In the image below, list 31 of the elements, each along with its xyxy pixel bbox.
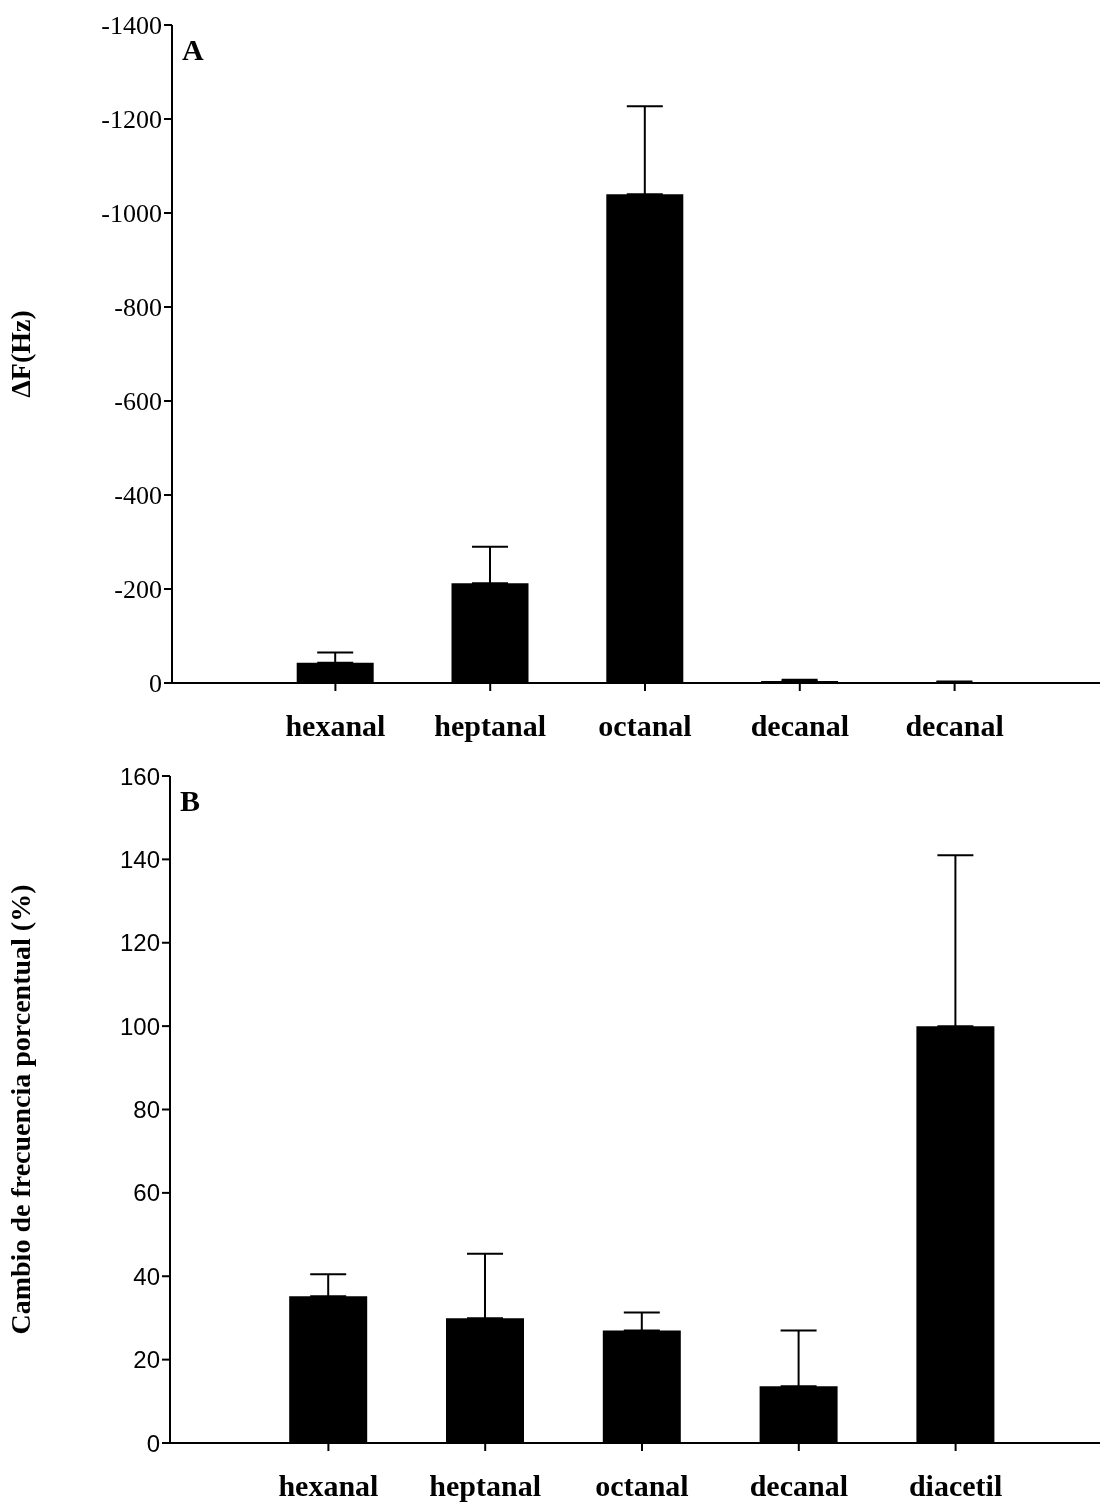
y-axis-title: Cambio de frecuencia porcentual (%) <box>4 884 36 1335</box>
y-tick-label: 140 <box>119 845 160 873</box>
x-tick-label: decanal <box>749 1469 848 1503</box>
x-tick-label: decanal <box>750 709 849 743</box>
y-tick-label: -200 <box>114 575 162 605</box>
y-tick-label: 20 <box>133 1346 160 1374</box>
x-tick-label: octanal <box>598 709 692 743</box>
y-tick-label: -600 <box>114 387 162 417</box>
y-tick-label: 0 <box>149 669 162 699</box>
y-tick-label: -1000 <box>101 199 162 229</box>
x-tick-label: heptanal <box>434 709 547 743</box>
y-tick-label: 80 <box>133 1096 160 1124</box>
annotation: A <box>182 33 204 67</box>
y-tick-label: 0 <box>146 1429 160 1457</box>
y-tick-label: -1400 <box>101 11 162 41</box>
x-tick-label: octanal <box>595 1469 689 1503</box>
y-tick-label: 60 <box>133 1179 160 1207</box>
y-tick-label: -1200 <box>101 105 162 135</box>
x-tick-label: heptanal <box>429 1469 542 1503</box>
y-tick-label: -800 <box>114 293 162 323</box>
y-tick-label: 120 <box>119 929 160 957</box>
y-tick-label: 100 <box>119 1012 160 1040</box>
y-tick-label: -400 <box>114 481 162 511</box>
annotation: B <box>180 784 201 818</box>
y-tick-label: 160 <box>119 762 160 790</box>
x-tick-label: decanal <box>905 709 1004 743</box>
x-tick-label: hexanal <box>285 709 386 743</box>
x-tick-label: diacetil <box>908 1469 1003 1503</box>
y-tick-label: 40 <box>133 1262 160 1290</box>
y-axis-title: ΔF(Hz) <box>4 310 36 398</box>
x-tick-label: hexanal <box>278 1469 379 1503</box>
